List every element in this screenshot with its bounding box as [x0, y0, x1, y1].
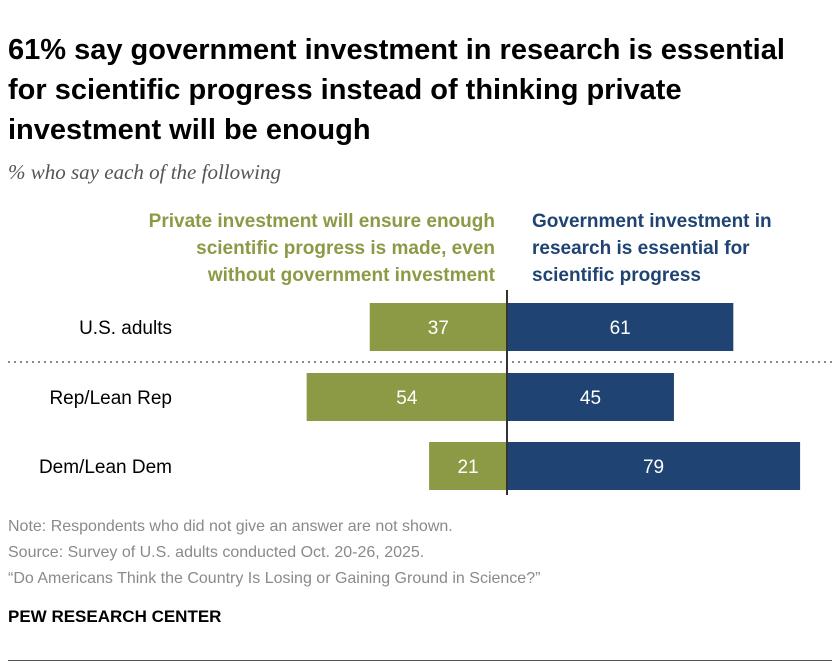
- notes: Note: Respondents who did not give an an…: [8, 514, 540, 592]
- bar-government: [507, 373, 674, 421]
- legend-private-line-2: scientific progress is made, even: [196, 238, 495, 259]
- bar-private: [369, 303, 507, 351]
- bar-government: [507, 442, 801, 490]
- legend-private-line-1: Private investment will ensure enough: [148, 211, 495, 232]
- bar-private: [306, 373, 507, 421]
- category-label: Dem/Lean Dem: [39, 457, 172, 478]
- legend-private-line-3: without government investment: [207, 265, 495, 286]
- bar-private: [429, 442, 507, 490]
- diverging-bar-chart: 37 61 U.S. adults 54 45 Rep/Lean Rep 21 79 Dem/L…: [8, 290, 832, 495]
- data-label-private: 37: [428, 318, 449, 339]
- chart-title: 61% say government investment in researc…: [8, 34, 785, 146]
- category-label: U.S. adults: [79, 318, 172, 339]
- bottom-rule: [8, 660, 832, 661]
- chart-subtitle: % who say each of the following: [8, 160, 281, 184]
- bar-government: [507, 303, 734, 351]
- legend-government-line-1: Government investment in: [532, 211, 772, 232]
- report-title-line: “Do Americans Think the Country Is Losin…: [8, 570, 541, 587]
- category-label: Rep/Lean Rep: [49, 388, 172, 409]
- legend-government-line-2: research is essential for: [532, 238, 750, 259]
- data-label-government: 79: [643, 457, 664, 478]
- data-label-private: 54: [396, 388, 418, 409]
- note-line: Note: Respondents who did not give an an…: [8, 518, 453, 535]
- legend-private: Private investment will ensure enough sc…: [149, 208, 495, 289]
- legend-government-line-3: scientific progress: [532, 265, 701, 286]
- pew-logo-text: PEW RESEARCH CENTER: [8, 607, 222, 626]
- data-label-private: 21: [457, 457, 478, 478]
- data-label-government: 45: [580, 388, 601, 409]
- source-line: Source: Survey of U.S. adults conducted …: [8, 544, 425, 561]
- legend-government: Government investment in research is ess…: [532, 208, 772, 289]
- data-label-government: 61: [610, 318, 631, 339]
